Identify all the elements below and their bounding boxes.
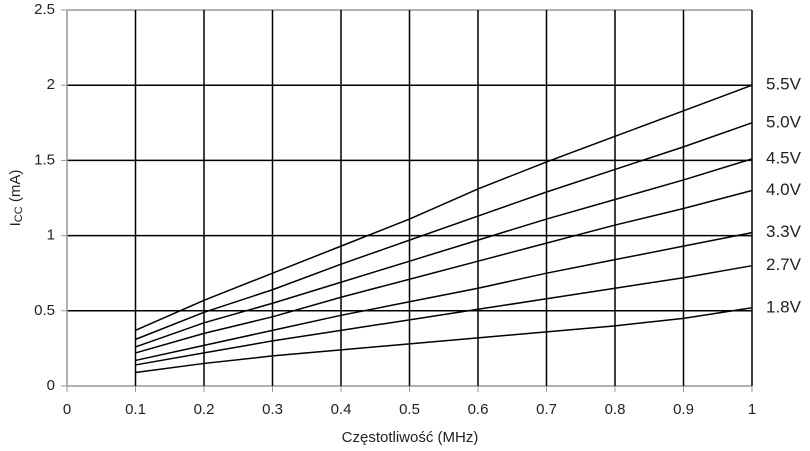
- series-label: 5.5V: [766, 75, 802, 94]
- x-tick-label: 1: [748, 401, 756, 418]
- series-line: [135, 231, 753, 362]
- x-axis-label: Częstotliwość (MHz): [342, 429, 479, 446]
- series-line: [135, 84, 753, 332]
- y-tick-label: 1: [47, 227, 55, 244]
- series-label: 3.3V: [766, 222, 802, 241]
- x-tick-label: 0.4: [331, 401, 352, 418]
- y-label-unit: (mA): [7, 170, 24, 207]
- series-label: 2.7V: [766, 255, 802, 274]
- series-line: [135, 189, 753, 354]
- y-axis-label: ICC (mA): [7, 170, 25, 227]
- x-tick-label: 0.3: [262, 401, 283, 418]
- x-tick-label: 0.7: [536, 401, 557, 418]
- series-line: [135, 122, 753, 341]
- y-tick-label: 2: [47, 76, 55, 93]
- series-line: [135, 264, 753, 366]
- series-label: 4.0V: [766, 180, 802, 199]
- y-tick-label: 2.5: [34, 1, 55, 18]
- x-tick-label: 0.2: [194, 401, 215, 418]
- x-tick-label: 0.6: [468, 401, 489, 418]
- y-tick-label: 0.5: [34, 302, 55, 319]
- x-tick-label: 0: [63, 401, 71, 418]
- y-tick-label: 0: [47, 377, 55, 394]
- y-label-main: I: [7, 222, 24, 226]
- series-label: 4.5V: [766, 148, 802, 167]
- x-tick-label: 0.1: [125, 401, 146, 418]
- series-label: 1.8V: [766, 297, 802, 316]
- x-tick-label: 0.8: [605, 401, 626, 418]
- series-line: [135, 307, 753, 374]
- y-label-sub: CC: [13, 206, 25, 222]
- x-tick-label: 0.5: [399, 401, 420, 418]
- x-tick-label: 0.9: [673, 401, 694, 418]
- y-tick-label: 1.5: [34, 151, 55, 168]
- series-line: [135, 158, 753, 348]
- series-label: 5.0V: [766, 112, 802, 131]
